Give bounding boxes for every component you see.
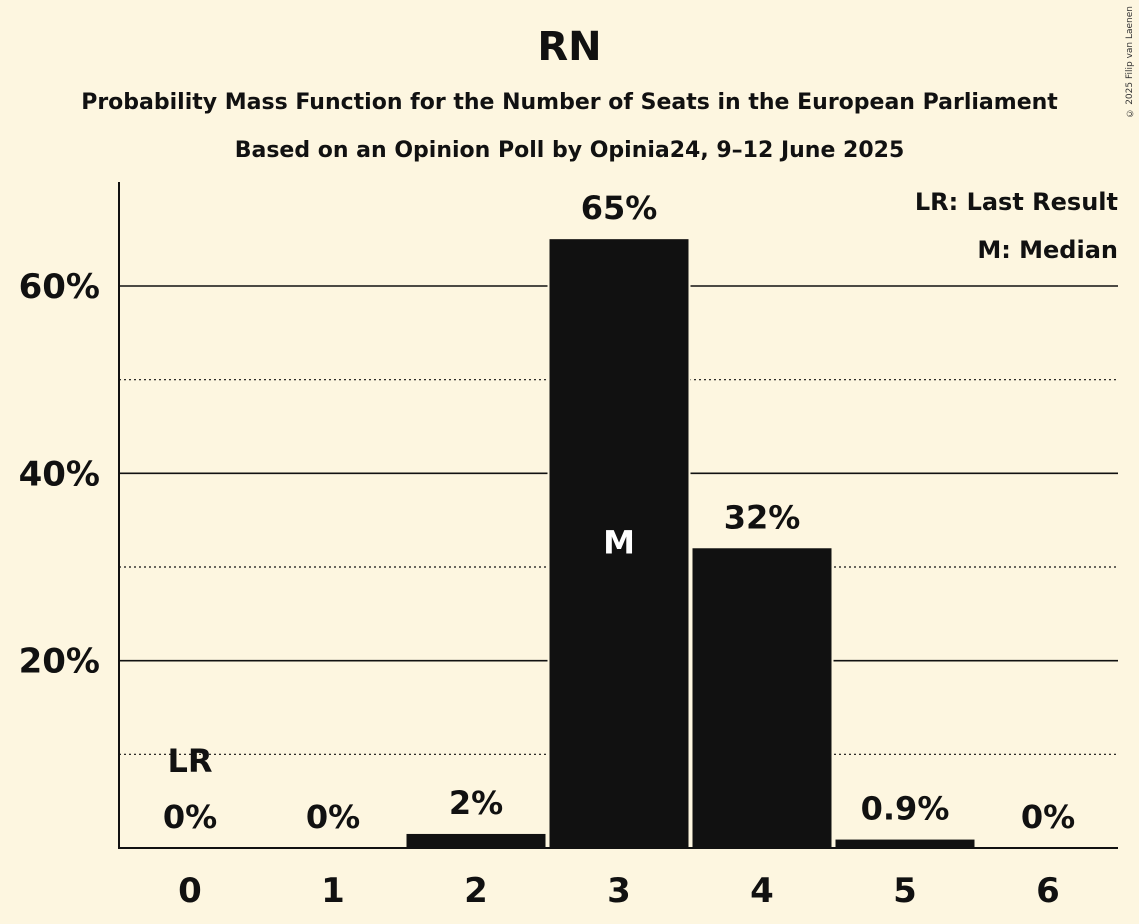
bar-seats-3 xyxy=(547,237,691,850)
chart-title: RN xyxy=(537,24,602,70)
bar-value-label: 0% xyxy=(1021,798,1075,836)
x-tick-label: 2 xyxy=(464,871,488,911)
bar-seats-2 xyxy=(404,831,548,851)
x-tick-label: 5 xyxy=(893,871,917,911)
legend-last-result: LR: Last Result xyxy=(915,188,1118,216)
bar-value-label: 32% xyxy=(724,498,801,536)
y-tick-label: 20% xyxy=(19,642,100,682)
legend-median: M: Median xyxy=(977,236,1118,264)
x-tick-label: 3 xyxy=(607,871,631,911)
bar-value-label: 0% xyxy=(306,798,360,836)
x-tick-label: 4 xyxy=(750,871,774,911)
chart-subtitle: Probability Mass Function for the Number… xyxy=(81,90,1058,115)
x-tick-label: 1 xyxy=(321,871,345,911)
bar-value-label: 0.9% xyxy=(861,790,950,828)
last-result-marker: LR xyxy=(167,742,212,780)
median-marker: M xyxy=(603,524,635,562)
y-tick-label: 60% xyxy=(19,267,100,307)
bar-seats-5 xyxy=(833,837,977,851)
x-tick-label: 0 xyxy=(178,871,202,911)
bar-seats-4 xyxy=(690,546,834,850)
x-tick-label: 6 xyxy=(1036,871,1060,911)
bar-value-label: 0% xyxy=(163,798,217,836)
chart-source: Based on an Opinion Poll by Opinia24, 9–… xyxy=(234,138,905,163)
bar-value-label: 2% xyxy=(449,784,503,822)
bar-value-label: 65% xyxy=(581,189,658,227)
y-tick-label: 40% xyxy=(19,454,100,494)
